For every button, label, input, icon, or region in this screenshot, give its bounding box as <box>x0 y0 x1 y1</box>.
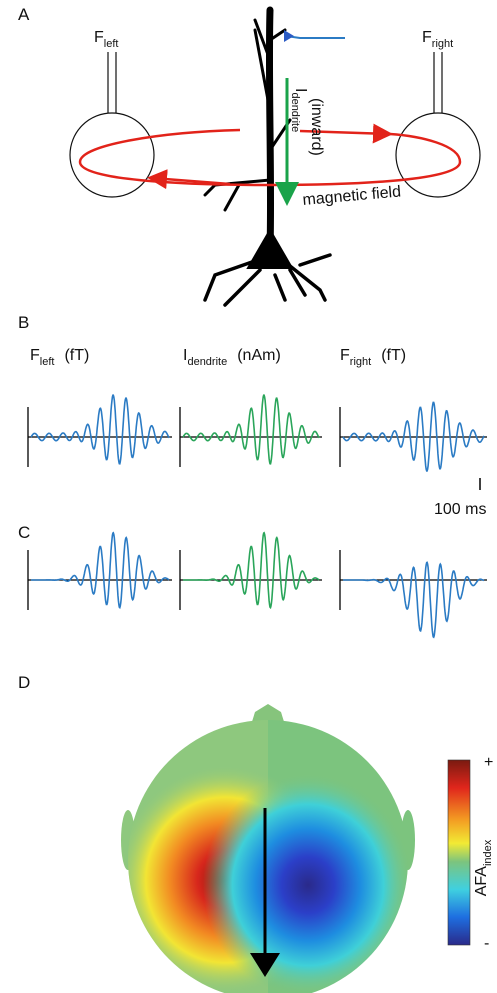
column-header: Idendrite(nAm) <box>183 347 281 368</box>
subscript: right <box>350 356 371 368</box>
subscript: dendrite <box>187 356 227 368</box>
waveforms <box>28 395 487 637</box>
colorbar-title: AFAindex <box>473 839 494 896</box>
panel-label: C <box>18 523 30 542</box>
axis <box>28 407 172 467</box>
symbol: AFA <box>473 866 490 897</box>
sensors <box>70 52 480 197</box>
subscript: dendrite <box>289 92 301 132</box>
symbol: F <box>94 29 104 46</box>
field-label: magnetic field <box>302 183 402 209</box>
column-headers: Fleft(fT)Idendrite(nAm)Fright(fT) <box>30 347 406 368</box>
figure: A Fleft Fright Idendrite (inward) magnet… <box>0 0 497 993</box>
symbol: F <box>30 347 40 364</box>
subscript: index <box>482 839 494 866</box>
subscript: left <box>104 38 119 50</box>
neuron <box>205 10 330 305</box>
unit: (fT) <box>381 347 406 364</box>
waveform <box>31 395 169 464</box>
sensor-label: Fright <box>422 29 453 50</box>
colorbar-max: + <box>484 754 493 771</box>
sensor-label: Fleft <box>94 29 118 50</box>
current-note: (inward) <box>308 98 325 156</box>
panel-label: D <box>18 673 30 692</box>
panel-label: A <box>18 5 30 24</box>
scale-label: 100 ms <box>434 501 486 518</box>
unit: (nAm) <box>237 347 281 364</box>
axis <box>180 407 322 467</box>
colorbar-min: - <box>484 935 489 952</box>
waveform <box>183 395 319 464</box>
symbol: F <box>422 29 432 46</box>
symbol: F <box>340 347 350 364</box>
unit: (fT) <box>64 347 89 364</box>
panel-label: B <box>18 313 29 332</box>
colorbar <box>448 760 470 945</box>
current-label: Idendrite <box>289 88 309 132</box>
waveform <box>343 562 484 637</box>
subscript: right <box>432 38 453 50</box>
synapse <box>284 30 294 42</box>
subscript: left <box>40 356 55 368</box>
axon <box>286 36 345 38</box>
column-header: Fleft (fT) <box>30 347 89 368</box>
waveform <box>31 533 169 608</box>
waveform <box>183 533 319 608</box>
column-header: Fright (fT) <box>340 347 406 368</box>
head-map <box>115 704 415 993</box>
